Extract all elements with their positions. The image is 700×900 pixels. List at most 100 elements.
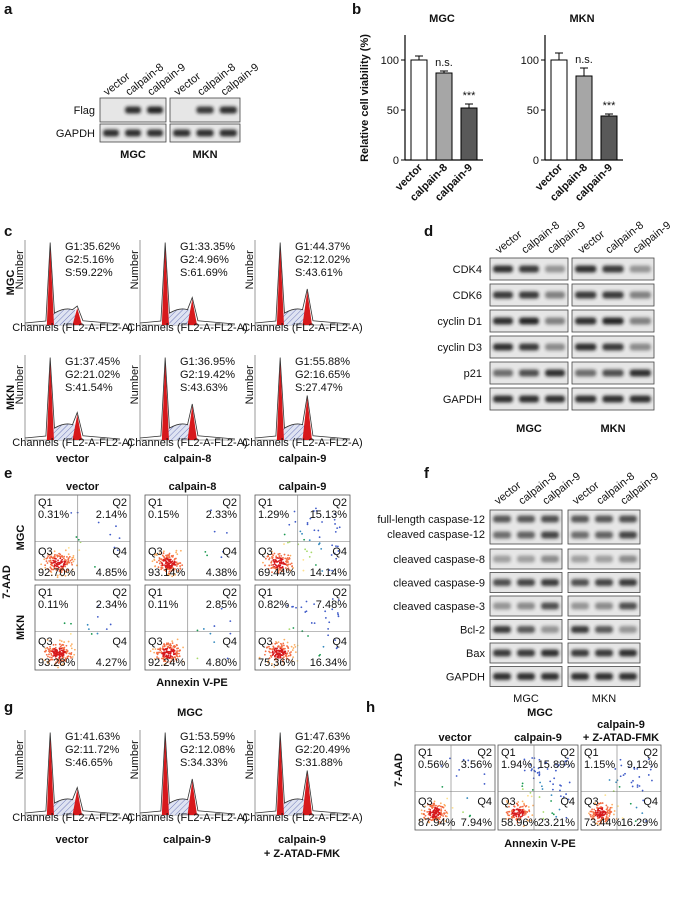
flow-dot xyxy=(163,652,166,654)
flow-dot xyxy=(638,776,641,778)
flow-dot xyxy=(285,561,288,563)
flow-dot xyxy=(202,628,205,630)
flow-dot xyxy=(288,659,291,661)
flow-dot xyxy=(564,763,566,766)
flow-dot xyxy=(52,651,55,654)
blot-band xyxy=(541,531,559,539)
flow-dot xyxy=(306,521,309,524)
cell-cycle-stat: S:43.63% xyxy=(180,382,228,394)
flow-dot xyxy=(49,561,52,564)
flow-dot xyxy=(173,653,176,655)
flow-dot xyxy=(604,794,607,797)
bar xyxy=(460,107,478,161)
flow-dot xyxy=(505,811,508,814)
blot-band xyxy=(517,531,535,539)
flow-dot xyxy=(70,561,73,564)
flow-dot xyxy=(281,566,284,569)
flow-dot xyxy=(153,651,156,654)
hist-s-phase xyxy=(168,309,191,325)
hist-s-phase xyxy=(168,799,191,815)
blot-band xyxy=(619,531,637,539)
panel-title: MGC xyxy=(177,707,203,719)
significance: *** xyxy=(463,90,477,102)
cell-cycle-stat: G2:20.49% xyxy=(295,744,350,756)
flow-dot xyxy=(105,628,108,630)
flow-dot xyxy=(647,774,650,776)
flow-dot xyxy=(275,555,278,558)
flow-dot xyxy=(162,645,164,648)
flow-dot xyxy=(70,653,73,656)
flow-dot xyxy=(328,621,331,624)
flow-dot xyxy=(160,657,163,660)
flow-dot xyxy=(48,649,51,651)
flow-dot xyxy=(151,560,154,563)
flow-dot xyxy=(75,536,78,538)
flow-dot xyxy=(58,570,61,573)
blot-band xyxy=(545,369,565,377)
flow-dot xyxy=(331,544,334,547)
flow-dot xyxy=(601,802,604,804)
flow-dot xyxy=(66,650,69,653)
flow-dot xyxy=(423,816,426,819)
flow-dot xyxy=(302,569,305,572)
cell-cycle-stat: G1:37.45% xyxy=(65,356,120,368)
flow-dot xyxy=(62,557,65,560)
hist-y-label: Number xyxy=(244,740,256,779)
cell-cycle-stat: G1:53.59% xyxy=(180,731,235,743)
flow-dot xyxy=(291,565,293,568)
blot-band xyxy=(575,317,597,325)
blot-band xyxy=(493,317,513,325)
flow-dot xyxy=(78,549,81,551)
blot-band xyxy=(541,515,559,523)
flow-dot xyxy=(651,779,653,782)
flow-dot xyxy=(258,656,261,659)
blot-band xyxy=(602,369,624,377)
flow-dot xyxy=(154,565,156,568)
flow-dot xyxy=(565,816,568,819)
flow-dot xyxy=(61,654,64,657)
flow-dot xyxy=(279,642,282,645)
flow-dot xyxy=(266,646,269,649)
flow-dot xyxy=(179,562,182,564)
flow-dot xyxy=(280,648,283,651)
flow-dot xyxy=(531,788,534,791)
cell-cycle-stat: S:41.54% xyxy=(65,382,113,394)
quadrant-name: Q3 xyxy=(418,796,433,808)
flow-dot xyxy=(54,655,57,658)
flow-dot xyxy=(276,560,279,563)
hist-s-phase xyxy=(168,424,191,440)
flow-dot xyxy=(423,809,426,812)
flow-frame xyxy=(34,494,131,581)
chart-title: MKN xyxy=(569,13,594,25)
flow-dot xyxy=(67,640,70,643)
flow-dot xyxy=(334,639,337,642)
quadrant-value: 4.85% xyxy=(96,567,127,579)
flow-dot xyxy=(649,768,652,771)
hist-outline xyxy=(254,732,351,815)
flow-dot xyxy=(289,569,292,572)
flow-dot xyxy=(283,553,286,556)
flow-dot xyxy=(596,815,599,818)
flow-dot xyxy=(294,520,297,523)
flow-dot xyxy=(318,536,321,539)
column-label: calpain-8 xyxy=(169,481,217,493)
blot-band xyxy=(493,531,511,539)
flow-dot xyxy=(439,802,442,805)
flow-dot xyxy=(289,554,292,557)
flow-dot xyxy=(554,769,557,772)
flow-dot xyxy=(213,641,216,644)
flow-dot xyxy=(618,785,621,788)
hist-s-phase xyxy=(53,424,76,440)
flow-dot xyxy=(604,818,607,821)
flow-dot xyxy=(606,812,609,814)
row-label: cyclin D1 xyxy=(437,316,482,328)
flow-dot xyxy=(597,817,599,820)
flow-dot xyxy=(263,552,266,555)
quadrant-value: 15.89% xyxy=(538,759,576,771)
flow-dot xyxy=(168,656,171,659)
flow-dot xyxy=(516,822,519,824)
flow-dot xyxy=(155,554,158,556)
flow-dot xyxy=(539,781,542,784)
flow-dot xyxy=(264,653,266,656)
flow-dot xyxy=(433,808,436,811)
